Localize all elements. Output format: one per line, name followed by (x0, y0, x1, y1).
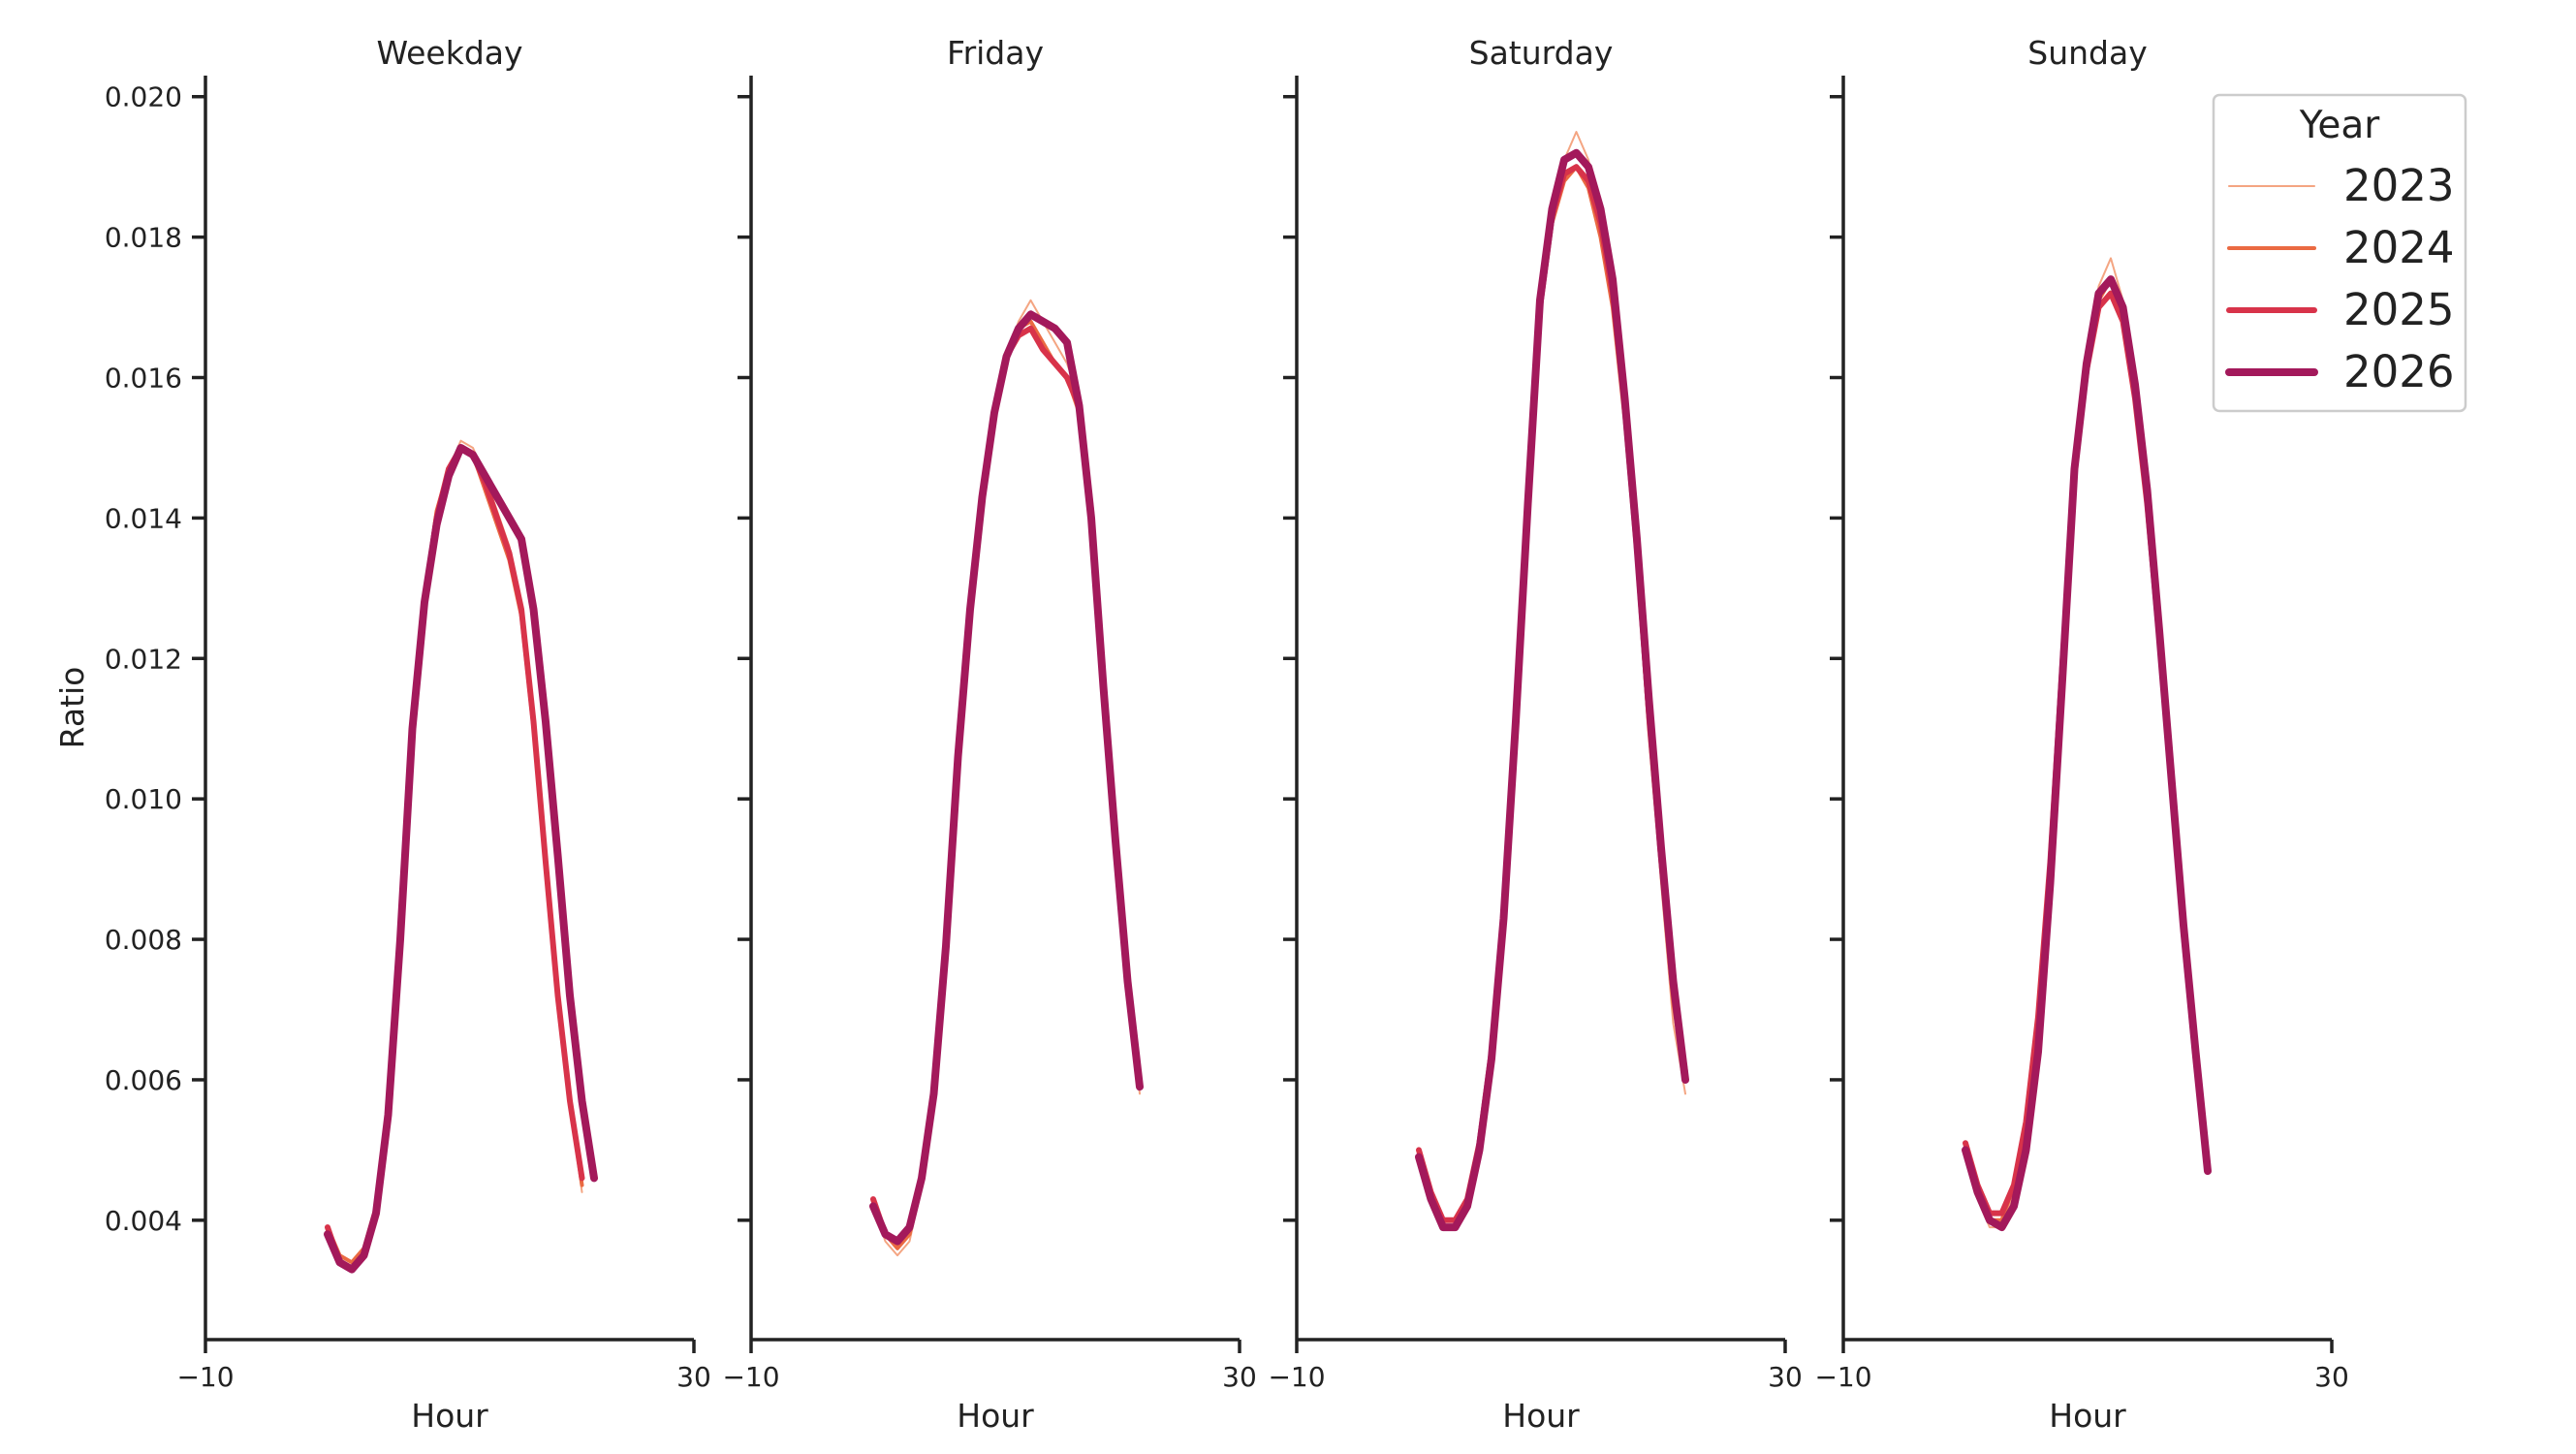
series-line-2026 (869, 310, 1144, 1246)
y-tick-label: 0.018 (105, 222, 182, 254)
y-tick-label: 0.004 (105, 1205, 182, 1237)
x-axis-title: Hour (2049, 1397, 2126, 1435)
x-axis-title: Hour (411, 1397, 488, 1435)
y-tick-label: 0.020 (105, 81, 182, 113)
x-axis-title: Hour (957, 1397, 1034, 1435)
panel-title: Friday (947, 34, 1044, 72)
panel-title: Sunday (2027, 34, 2147, 72)
y-tick-label: 0.012 (105, 643, 182, 675)
x-tick-label: 30 (2314, 1361, 2349, 1393)
legend-label-2025: 2025 (2343, 284, 2455, 335)
panel-saturday: Saturday −10 30 Hour (1268, 34, 1802, 1435)
series-line-2025 (325, 445, 585, 1273)
x-tick-label: 30 (1222, 1361, 1257, 1393)
x-tick-label: −10 (1268, 1361, 1325, 1393)
series-line-2025 (870, 325, 1143, 1245)
legend-label-2023: 2023 (2343, 160, 2455, 211)
y-tick-label: 0.006 (105, 1064, 182, 1096)
y-axis-title: Ratio (53, 667, 91, 749)
x-tick-label: 30 (1768, 1361, 1803, 1393)
y-tick-label: 0.008 (105, 924, 182, 956)
y-tick-label: 0.016 (105, 363, 182, 395)
panel-weekday: Weekday 0.004 0.006 0.008 0.010 0.012 0.014 0.0… (105, 34, 711, 1435)
series-line-2026 (1415, 148, 1689, 1232)
x-tick-label: −10 (1814, 1361, 1871, 1393)
y-tick-label: 0.014 (105, 502, 182, 534)
series-line-2024 (871, 319, 1142, 1250)
panel-sunday: Sunday −10 30 Hour (1814, 34, 2348, 1435)
x-axis-title: Hour (1502, 1397, 1580, 1435)
panel-friday: Friday −10 30 Hour (722, 34, 1256, 1435)
series-line-2026 (1962, 275, 2212, 1232)
x-tick-label: −10 (176, 1361, 234, 1393)
y-tick-label: 0.010 (105, 783, 182, 815)
panel-title: Saturday (1469, 34, 1614, 72)
x-tick-label: 30 (676, 1361, 711, 1393)
series-line-2023 (872, 299, 1141, 1257)
x-tick-label: −10 (722, 1361, 779, 1393)
legend-label-2026: 2026 (2343, 346, 2455, 397)
legend-box (2212, 93, 2467, 413)
series-line-2026 (324, 444, 598, 1274)
legend: Year 2023 2024 2025 2026 (2212, 93, 2467, 413)
legend-title: Year (2299, 104, 2381, 147)
legend-label-2024: 2024 (2343, 222, 2455, 273)
panel-title: Weekday (376, 34, 522, 72)
